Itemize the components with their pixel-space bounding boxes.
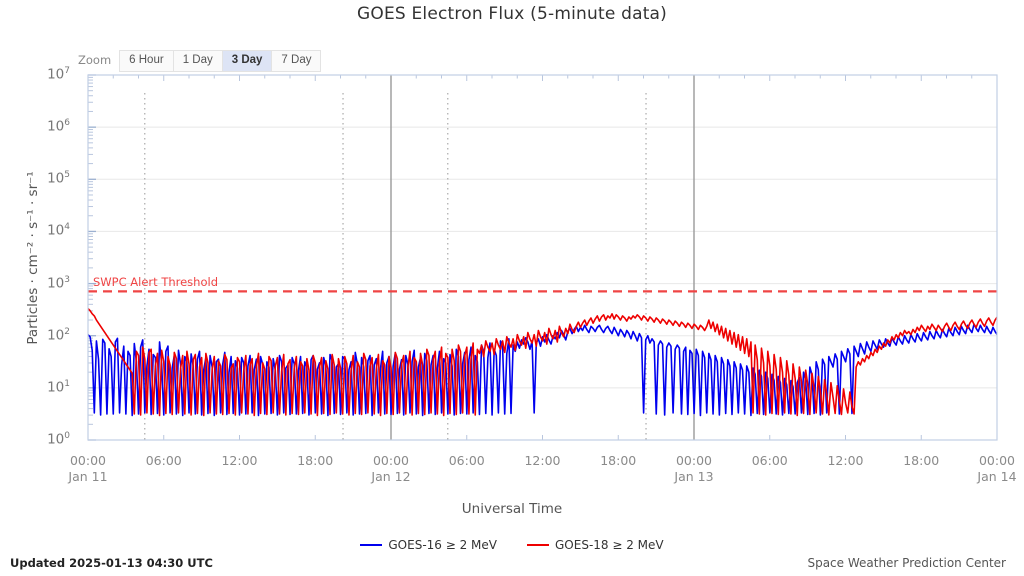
x-tick-time: 06:00 bbox=[448, 453, 485, 468]
zoom-option-7-day[interactable]: 7 Day bbox=[271, 50, 322, 73]
x-tick-time: 12:00 bbox=[827, 453, 864, 468]
x-tick-date: Jan 14 bbox=[977, 469, 1017, 484]
x-tick-label: 12:00 bbox=[811, 453, 881, 468]
legend-swatch bbox=[527, 543, 549, 547]
zoom-control: Zoom 6 Hour 1 Day 3 Day 7 Day bbox=[78, 48, 322, 73]
legend-label: GOES-18 ≥ 2 MeV bbox=[555, 538, 664, 552]
x-tick-label: 00:00 Jan 11 bbox=[53, 453, 123, 484]
zoom-option-1-day[interactable]: 1 Day bbox=[172, 50, 222, 73]
x-tick-label: 00:00 Jan 13 bbox=[659, 453, 729, 484]
zoom-label: Zoom bbox=[78, 53, 112, 68]
y-tick-label: 101 bbox=[47, 378, 70, 396]
event-marker-m: M bbox=[215, 85, 227, 98]
x-tick-time: 00:00 bbox=[372, 453, 410, 468]
y-tick-label: 103 bbox=[47, 274, 70, 292]
x-tick-date: Jan 11 bbox=[68, 469, 108, 484]
page-title: GOES Electron Flux (5-minute data) bbox=[356, 4, 668, 24]
x-tick-time: 12:00 bbox=[221, 453, 258, 468]
event-marker-m: M bbox=[442, 85, 454, 98]
x-tick-date: Jan 13 bbox=[674, 469, 714, 484]
x-tick-time: 06:00 bbox=[751, 453, 788, 468]
x-tick-label: 12:00 bbox=[205, 453, 275, 468]
y-tick-label: 107 bbox=[47, 66, 70, 83]
event-marker-m: M bbox=[518, 85, 530, 98]
legend-item[interactable]: GOES-16 ≥ 2 MeV bbox=[360, 538, 497, 552]
event-marker-n: N bbox=[338, 85, 348, 98]
x-tick-date: Jan 12 bbox=[371, 469, 411, 484]
legend-label: GOES-16 ≥ 2 MeV bbox=[388, 538, 497, 552]
x-tick-time: 00:00 bbox=[675, 453, 713, 468]
plot-frame bbox=[87, 74, 998, 441]
zoom-option-3-day[interactable]: 3 Day bbox=[221, 50, 272, 73]
event-marker-n: N bbox=[388, 85, 399, 98]
event-marker-n: N bbox=[693, 85, 703, 98]
x-tick-label: 18:00 bbox=[583, 453, 653, 468]
legend-swatch bbox=[360, 543, 383, 547]
x-tick-label: 06:00 bbox=[735, 453, 805, 468]
y-tick-label: 102 bbox=[47, 326, 70, 344]
x-tick-label: 00:00 Jan 12 bbox=[356, 453, 426, 484]
x-tick-label: 12:00 bbox=[508, 453, 578, 468]
event-marker-n: N bbox=[641, 85, 651, 98]
x-tick-label: 06:00 bbox=[432, 453, 502, 468]
x-tick-time: 18:00 bbox=[297, 453, 334, 468]
series-line-goes-18 bbox=[88, 308, 997, 417]
x-tick-label: 00:00 Jan 14 bbox=[962, 453, 1024, 484]
x-tick-label: 06:00 bbox=[129, 453, 199, 468]
x-tick-time: 00:00 bbox=[978, 453, 1016, 468]
threshold-label: SWPC Alert Threshold bbox=[93, 275, 218, 290]
chart-legend: GOES-16 ≥ 2 MeV GOES-18 ≥ 2 MeV bbox=[0, 538, 1024, 552]
event-marker-m: M bbox=[139, 85, 151, 98]
x-tick-time: 12:00 bbox=[524, 453, 561, 468]
x-tick-time: 00:00 bbox=[69, 453, 107, 468]
x-tick-time: 18:00 bbox=[903, 453, 940, 468]
x-axis-label: Universal Time bbox=[461, 501, 563, 517]
updated-timestamp: Updated 2025-01-13 04:30 UTC bbox=[10, 556, 213, 570]
zoom-button-group: 6 Hour 1 Day 3 Day 7 Day bbox=[119, 48, 322, 73]
x-tick-label: 18:00 bbox=[886, 453, 956, 468]
y-tick-label: 100 bbox=[47, 431, 70, 448]
source-attribution: Space Weather Prediction Center bbox=[807, 556, 1006, 570]
plot-background bbox=[88, 75, 997, 440]
series-line-goes-16 bbox=[88, 323, 997, 417]
y-tick-label: 104 bbox=[47, 222, 70, 239]
x-tick-time: 18:00 bbox=[600, 453, 637, 468]
x-tick-time: 06:00 bbox=[145, 453, 182, 468]
x-tick-label: 18:00 bbox=[280, 453, 350, 468]
y-tick-label: 105 bbox=[47, 170, 70, 187]
legend-item[interactable]: GOES-18 ≥ 2 MeV bbox=[527, 538, 664, 552]
zoom-option-6-hour[interactable]: 6 Hour bbox=[119, 50, 173, 73]
y-tick-label: 106 bbox=[47, 118, 70, 135]
